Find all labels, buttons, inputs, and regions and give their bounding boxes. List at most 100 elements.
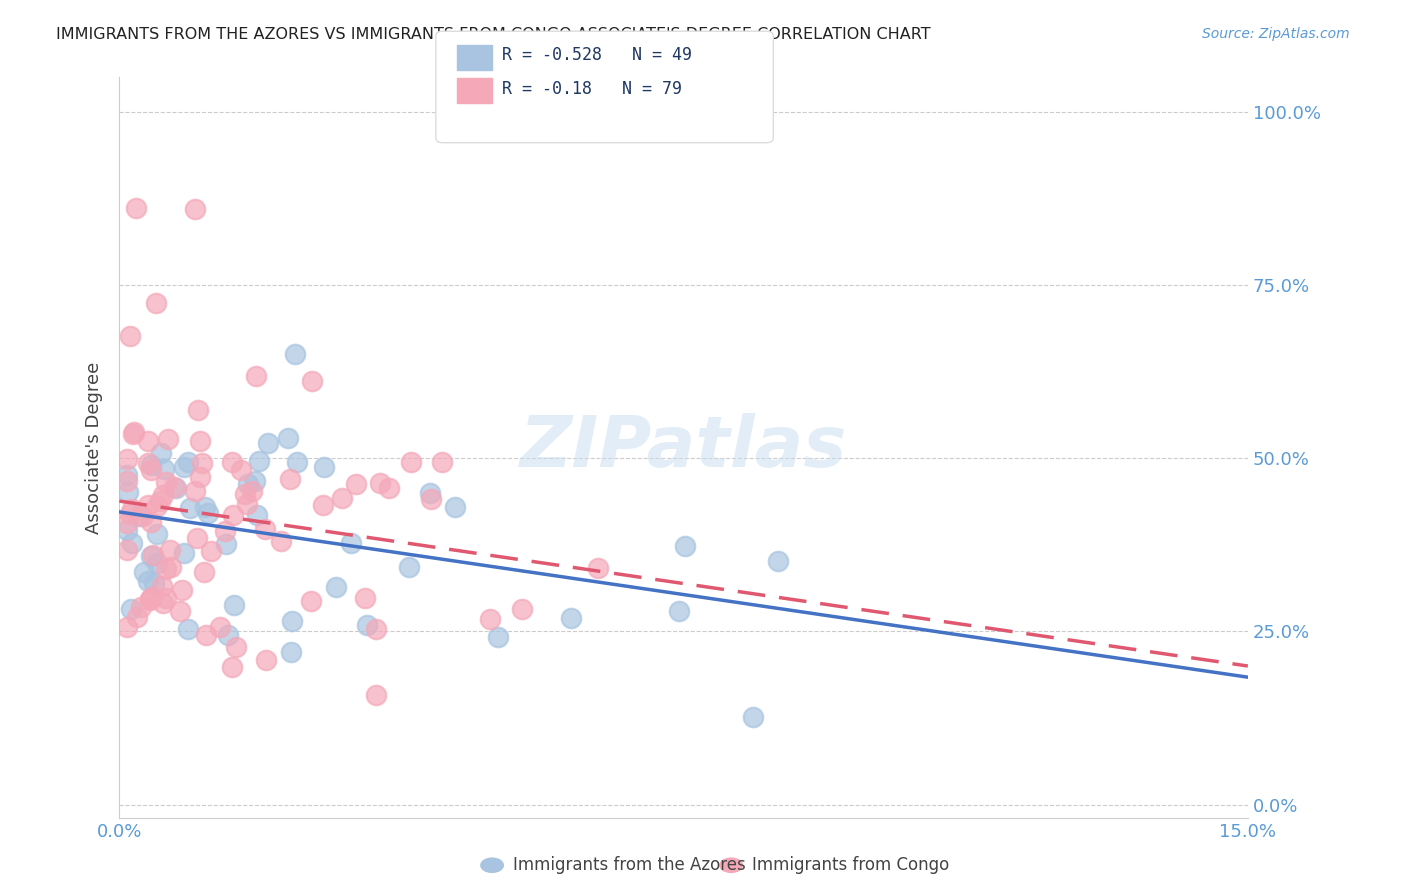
Point: [129, 599, 152, 614]
Point: [152, 488, 174, 502]
Point: [486, 631, 509, 645]
Point: [142, 549, 165, 563]
Point: [115, 523, 138, 537]
Point: [419, 492, 441, 507]
Point: [301, 375, 323, 389]
Point: [225, 640, 247, 655]
Point: [139, 463, 162, 477]
Point: [325, 580, 347, 594]
Point: [675, 540, 697, 554]
Point: [399, 455, 422, 469]
Point: [152, 579, 174, 593]
Text: IMMIGRANTS FROM THE AZORES VS IMMIGRANTS FROM CONGO ASSOCIATE'S DEGREE CORRELATI: IMMIGRANTS FROM THE AZORES VS IMMIGRANTS…: [56, 27, 931, 42]
Point: [444, 500, 467, 515]
Point: [184, 483, 207, 498]
Point: [115, 452, 138, 467]
Point: [173, 546, 195, 560]
Point: [169, 604, 191, 618]
Point: [236, 476, 259, 491]
Point: [299, 593, 322, 607]
Point: [209, 620, 232, 634]
Point: [330, 491, 353, 506]
Point: [188, 434, 211, 449]
Text: Source: ZipAtlas.com: Source: ZipAtlas.com: [1202, 27, 1350, 41]
Point: [221, 508, 243, 522]
Point: [122, 425, 145, 439]
Point: [312, 498, 335, 512]
Point: [117, 484, 139, 499]
Point: [136, 434, 159, 449]
Point: [141, 549, 163, 564]
Point: [139, 592, 162, 607]
Point: [120, 328, 142, 343]
Point: [115, 475, 138, 489]
Point: [141, 458, 163, 473]
Point: [146, 500, 169, 514]
Point: [121, 536, 143, 550]
Point: [221, 455, 243, 469]
Text: R = -0.18   N = 79: R = -0.18 N = 79: [502, 80, 682, 98]
Point: [246, 508, 269, 522]
Point: [143, 576, 166, 591]
Point: [668, 604, 690, 618]
Point: [284, 347, 307, 361]
Point: [254, 653, 277, 667]
Point: [150, 446, 173, 460]
Point: [136, 457, 159, 471]
Point: [378, 481, 401, 495]
Point: [146, 527, 169, 541]
Point: [145, 296, 167, 310]
Point: [176, 455, 198, 469]
Point: [159, 543, 181, 558]
Point: [131, 508, 153, 523]
Point: [194, 628, 217, 642]
Point: [138, 498, 160, 512]
Point: [125, 610, 148, 624]
Point: [278, 472, 301, 486]
Y-axis label: Associate's Degree: Associate's Degree: [86, 362, 103, 534]
Point: [155, 475, 177, 490]
Point: [141, 590, 163, 604]
Point: [172, 582, 194, 597]
Point: [152, 596, 174, 610]
Point: [179, 500, 201, 515]
Point: [398, 560, 420, 574]
Point: [368, 475, 391, 490]
Point: [236, 497, 259, 511]
Point: [356, 617, 378, 632]
Point: [183, 202, 205, 216]
Point: [217, 628, 239, 642]
Point: [354, 591, 377, 606]
Point: [149, 494, 172, 508]
Point: [120, 602, 142, 616]
Point: [245, 369, 267, 384]
Point: [115, 543, 138, 558]
Point: [586, 561, 609, 575]
Point: [156, 433, 179, 447]
Point: [188, 469, 211, 483]
Point: [194, 500, 217, 515]
Point: [146, 556, 169, 570]
Point: [340, 536, 363, 550]
Point: [240, 483, 263, 498]
Point: [187, 403, 209, 417]
Point: [742, 710, 765, 724]
Point: [243, 474, 266, 488]
Point: [176, 623, 198, 637]
Point: [768, 554, 790, 568]
Point: [247, 454, 270, 468]
Point: [186, 531, 208, 545]
Point: [165, 481, 187, 495]
Point: [163, 480, 186, 494]
Point: [132, 566, 155, 580]
Point: [281, 614, 304, 628]
Point: [257, 436, 280, 450]
Text: Immigrants from the Azores: Immigrants from the Azores: [513, 856, 747, 874]
Point: [312, 460, 335, 475]
Point: [254, 522, 277, 536]
Point: [173, 459, 195, 474]
Point: [214, 524, 236, 539]
Point: [419, 486, 441, 500]
Point: [139, 593, 162, 607]
Point: [155, 591, 177, 605]
